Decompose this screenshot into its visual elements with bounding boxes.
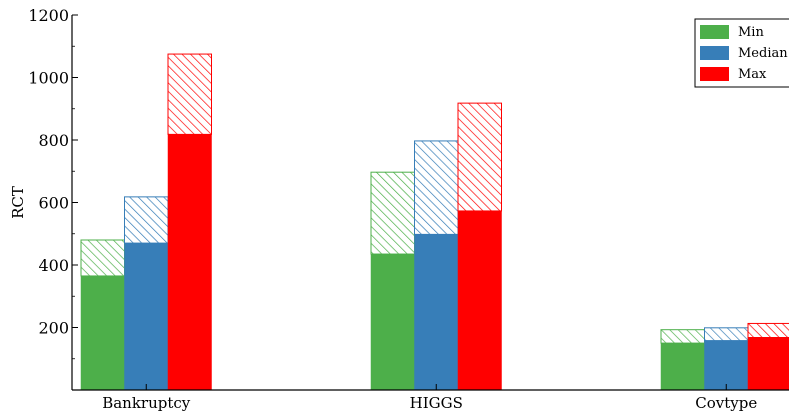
bar-max-higgs: [457, 210, 502, 391]
y-tick-label: 800: [38, 131, 69, 150]
bar-hatched-min-bankruptcy: [80, 239, 125, 277]
bar-hatched-max-covtype: [747, 322, 789, 338]
bar-min-higgs: [370, 253, 415, 391]
x-tick-label-higgs: HIGGS: [410, 394, 463, 412]
bar-min-covtype: [660, 342, 705, 391]
bar-max-bankruptcy: [167, 134, 212, 391]
legend-swatch-min: [700, 25, 729, 39]
x-tick-label-bankruptcy: Bankruptcy: [102, 394, 191, 412]
y-axis-label: RCT: [9, 186, 27, 219]
bar-hatched-median-bankruptcy: [124, 196, 169, 244]
y-tick-label: 200: [38, 319, 69, 338]
bar-hatched-min-higgs: [370, 171, 415, 255]
axes-group: 200 400 600 800 1000 1200 Bankruptcy HIGGS Covty…: [9, 6, 789, 412]
bar-min-bankruptcy: [80, 275, 125, 391]
legend-swatch-max: [700, 67, 729, 81]
y-tick-label: 600: [38, 194, 69, 213]
bars-group: [80, 53, 789, 391]
bar-hatched-min-covtype: [660, 329, 705, 344]
legend-label-min: Min: [738, 25, 764, 40]
bar-max-covtype: [747, 337, 789, 391]
y-tick-label: 1000: [28, 69, 69, 88]
legend-swatch-median: [700, 46, 729, 60]
legend-label-max: Max: [738, 67, 767, 82]
bar-median-covtype: [704, 340, 749, 391]
bar-median-bankruptcy: [124, 242, 169, 391]
legend: Min Median Max: [694, 18, 789, 88]
bar-hatched-max-bankruptcy: [167, 53, 212, 135]
y-tick-label: 1200: [28, 6, 69, 25]
x-tick-label-covtype: Covtype: [695, 394, 757, 412]
y-tick-label: 400: [38, 256, 69, 275]
bar-hatched-median-covtype: [704, 327, 749, 342]
legend-label-median: Median: [738, 46, 788, 61]
bar-hatched-max-higgs: [457, 102, 502, 212]
bar-hatched-median-higgs: [414, 140, 459, 235]
bar-median-higgs: [414, 234, 459, 391]
